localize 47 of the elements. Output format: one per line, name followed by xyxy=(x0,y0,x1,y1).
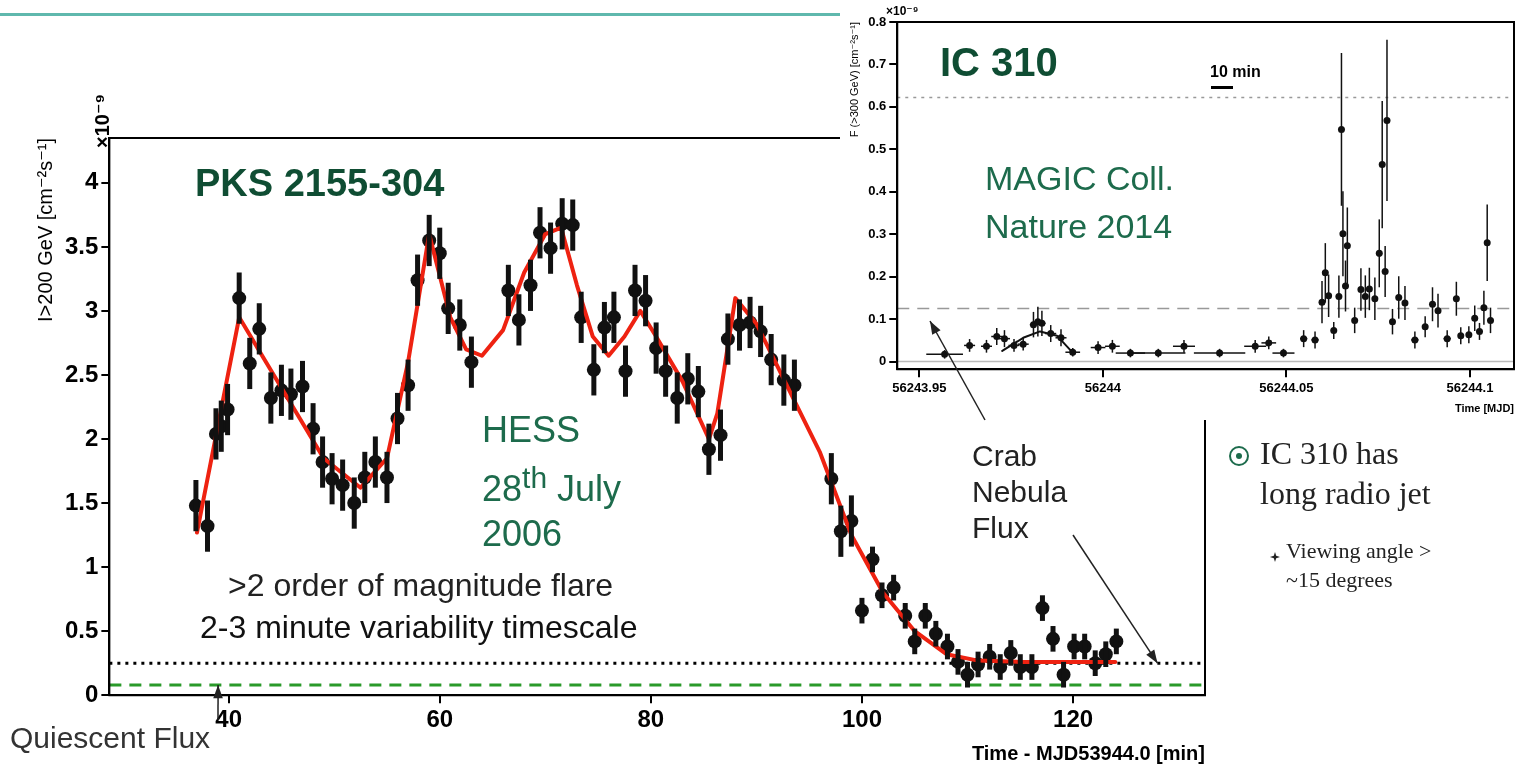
y-tick-label: 0.8 xyxy=(868,13,887,29)
x-tick-label: 56244.1 xyxy=(1446,379,1494,395)
text: IC 310 has long radio jet xyxy=(1260,434,1432,513)
y-axis-title: F (>300 GeV) [cm⁻²s⁻¹] xyxy=(847,22,860,138)
annotation: HESS xyxy=(482,408,581,452)
y-tick-label: 1.5 xyxy=(64,487,99,515)
x-tick-label: 56243.95 xyxy=(892,379,947,395)
y-tick-label: 3.5 xyxy=(64,231,99,259)
annotation: 28$^{th}$ July xyxy=(482,460,622,511)
annotation: Quiescent Flux xyxy=(10,720,211,756)
y-tick-label: 0 xyxy=(879,353,887,369)
annotation: ×10⁻⁹ xyxy=(90,94,114,148)
annotation: Nature 2014 xyxy=(985,206,1173,247)
y-tick-label: 0.7 xyxy=(868,56,887,72)
x-tick-label: 60 xyxy=(426,705,454,733)
text: ×10⁻⁹ xyxy=(886,4,919,19)
y-tick-label: 1 xyxy=(85,551,99,579)
annotation: 10 min xyxy=(1210,62,1261,82)
y-tick-label: 0.2 xyxy=(868,268,887,284)
y-tick-label: 2.5 xyxy=(64,359,99,387)
annotation: MAGIC Coll. xyxy=(985,158,1174,199)
y-tick-label: 0.4 xyxy=(868,183,888,199)
x-tick-label: 56244 xyxy=(1084,379,1122,395)
y-tick-label: 2 xyxy=(85,423,99,451)
y-tick-label: 0.1 xyxy=(868,310,887,326)
y-axis-title: I>200 GeV [cm⁻²s⁻¹] xyxy=(33,138,56,322)
y-tick-label: 3 xyxy=(85,295,99,323)
x-tick-label: 100 xyxy=(841,705,882,733)
y-tick-label: 0.3 xyxy=(868,225,887,241)
annotation: >2 order of magnitude flare xyxy=(228,566,614,605)
x-tick-label: 80 xyxy=(637,705,665,733)
y-tick-label: 0 xyxy=(85,679,99,707)
text: PKS 2155-304 xyxy=(195,162,445,205)
text: IC 310 xyxy=(940,40,1058,85)
y-tick-label: 0.5 xyxy=(64,615,99,643)
x-tick-label: 40 xyxy=(215,705,242,733)
text: Viewing angle > ~15 degrees xyxy=(1286,537,1433,594)
x-tick-label: 120 xyxy=(1053,705,1094,733)
y-tick-label: 0.6 xyxy=(868,98,887,114)
x-axis-title: Time [MJD] xyxy=(1454,402,1515,415)
y-tick-label: 4 xyxy=(85,167,99,195)
x-axis-title: Time - MJD53944.0 [min] xyxy=(971,741,1205,764)
annotation: 2-3 minute variability timescale xyxy=(200,608,638,647)
annotation: Crab Nebula Flux xyxy=(972,438,1069,546)
x-tick-label: 56244.05 xyxy=(1259,379,1314,395)
y-tick-label: 0.5 xyxy=(868,140,887,156)
annotation: 2006 xyxy=(482,512,563,556)
